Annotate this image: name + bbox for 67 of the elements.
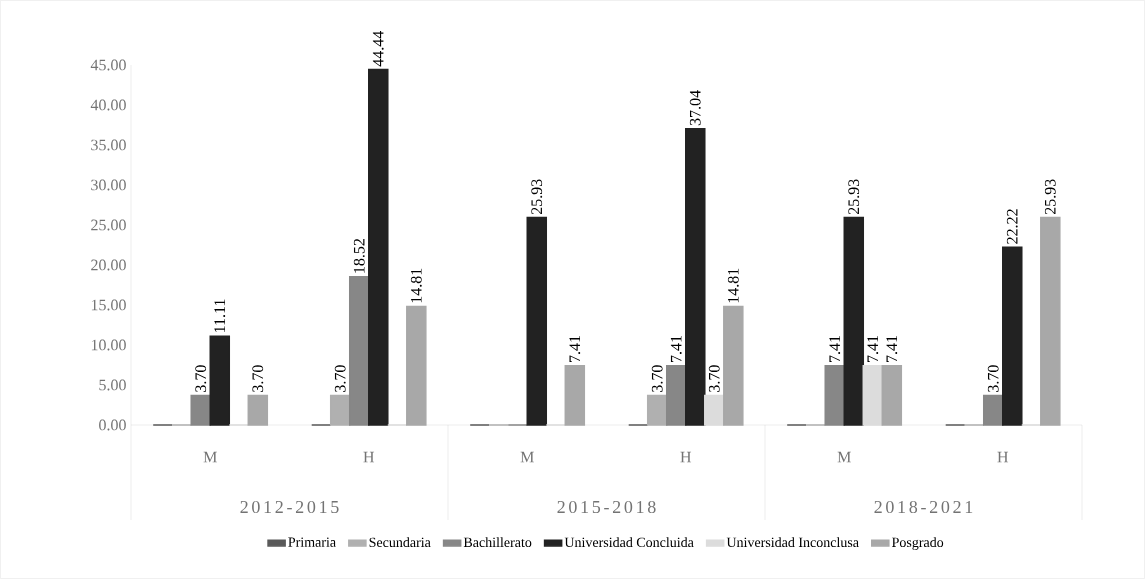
x-tick-label: H xyxy=(997,451,1009,463)
x-tick-label: M xyxy=(203,451,217,463)
data-label: 3.70 xyxy=(334,365,346,392)
text: 2018-2021 xyxy=(874,500,973,514)
text: 2012-2015 xyxy=(240,500,339,514)
data-label: 3.70 xyxy=(651,365,663,392)
data-label: 3.70 xyxy=(987,365,999,392)
bar xyxy=(406,305,427,426)
legend-label: Universidad Inconclusa xyxy=(726,537,859,548)
data-label: 22.22 xyxy=(1006,209,1018,244)
data-label: 3.70 xyxy=(252,365,264,392)
data-label: 14.81 xyxy=(410,268,422,303)
data-label: 3.70 xyxy=(195,365,207,392)
y-tick-label: 35.00 xyxy=(91,139,126,151)
bar xyxy=(881,364,903,426)
bar xyxy=(982,394,1004,426)
y-tick-label: 5.00 xyxy=(99,379,126,391)
bar xyxy=(723,305,744,426)
bar xyxy=(685,127,706,426)
bar xyxy=(348,276,370,426)
bar xyxy=(209,335,231,426)
x-tick-label: H xyxy=(680,451,692,463)
bar xyxy=(843,216,865,426)
data-label: 7.41 xyxy=(867,335,879,362)
data-label: 7.41 xyxy=(886,335,898,362)
y-tick-label: 40.00 xyxy=(90,99,126,111)
data-label: 7.41 xyxy=(670,335,682,362)
bar xyxy=(329,394,351,426)
y-tick-label: 30.00 xyxy=(91,179,126,191)
bar xyxy=(704,394,725,426)
bar xyxy=(1040,216,1061,426)
bar xyxy=(665,364,687,426)
bar xyxy=(646,394,668,426)
legend-label: Primaria xyxy=(288,537,336,547)
data-label: 44.44 xyxy=(372,30,384,67)
data-label: 7.41 xyxy=(829,335,841,362)
legend-label: Bachillerato xyxy=(463,537,532,548)
data-label: 7.41 xyxy=(569,335,581,362)
y-tick-label: 15.00 xyxy=(91,299,126,311)
data-label: 14.81 xyxy=(727,268,739,303)
bar xyxy=(190,394,211,426)
bar xyxy=(368,68,389,426)
text: 2015-2018 xyxy=(557,500,656,514)
legend-label: Universidad Concluida xyxy=(564,537,694,548)
data-label: 3.70 xyxy=(708,365,720,392)
data-label: 25.93 xyxy=(848,179,860,215)
y-tick-label: 10.00 xyxy=(91,339,126,351)
bar xyxy=(1002,246,1023,426)
data-label: 25.93 xyxy=(531,179,543,215)
y-tick-label: 25.00 xyxy=(91,219,126,231)
data-label: 37.04 xyxy=(689,90,701,126)
data-label: 25.93 xyxy=(1044,179,1056,215)
bar xyxy=(824,364,846,426)
bar xyxy=(526,216,548,426)
bar xyxy=(564,364,586,426)
x-tick-label: M xyxy=(520,451,534,463)
legend-label: Posgrado xyxy=(891,537,944,550)
y-tick-label: 45.00 xyxy=(90,59,126,71)
data-label: 18.52 xyxy=(353,238,365,273)
legend-label: Secundaria xyxy=(369,537,431,548)
x-tick-label: H xyxy=(363,451,375,463)
y-tick-label: 20.00 xyxy=(91,259,126,271)
x-tick-label: M xyxy=(837,451,851,463)
bar xyxy=(862,364,884,426)
y-tick-label: 0.00 xyxy=(99,419,126,431)
data-label: 11.11 xyxy=(214,299,226,332)
bar xyxy=(247,394,269,426)
